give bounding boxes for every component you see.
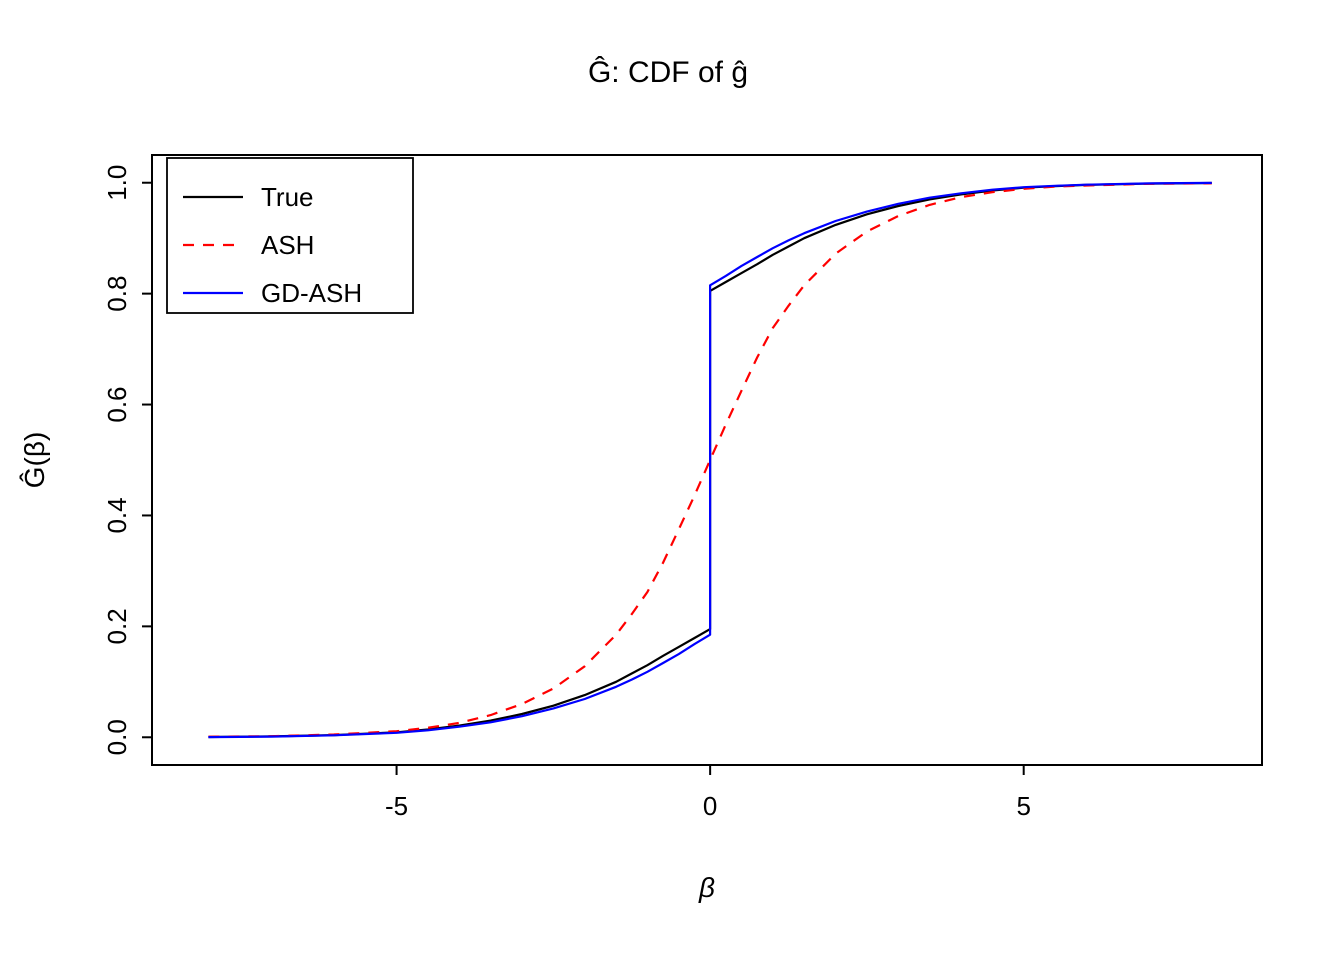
y-tick-label: 0.2 (102, 608, 132, 644)
x-tick-label: -5 (385, 791, 408, 821)
x-tick-label: 0 (703, 791, 717, 821)
plot-border (151, 154, 1263, 766)
series-line-gd-ash (208, 181, 1212, 739)
y-tick-label: 0.6 (102, 386, 132, 422)
y-tick-label: 1.0 (102, 165, 132, 201)
y-tick-label: 0.4 (102, 497, 132, 533)
legend-label-true: True (261, 182, 314, 212)
y-axis-ticks: 0.0 0.2 0.4 0.6 0.8 1.0 (102, 165, 152, 755)
legend-label-ash: ASH (261, 230, 314, 260)
legend-label-gd-ash: GD-ASH (261, 278, 362, 308)
x-axis-label: β (698, 872, 715, 903)
x-tick-label: 5 (1016, 791, 1030, 821)
plot-title: Ĝ: CDF of ĝ (588, 55, 748, 89)
series-lines (208, 181, 1212, 739)
y-tick-label: 0.0 (102, 719, 132, 755)
legend: True ASH GD-ASH (166, 157, 414, 314)
y-axis-label: Ĝ(β) (19, 432, 50, 489)
y-tick-label: 0.8 (102, 276, 132, 312)
series-line-ash (208, 182, 1212, 738)
x-axis-ticks: -5 0 5 (385, 765, 1031, 821)
legend-box (166, 157, 414, 314)
